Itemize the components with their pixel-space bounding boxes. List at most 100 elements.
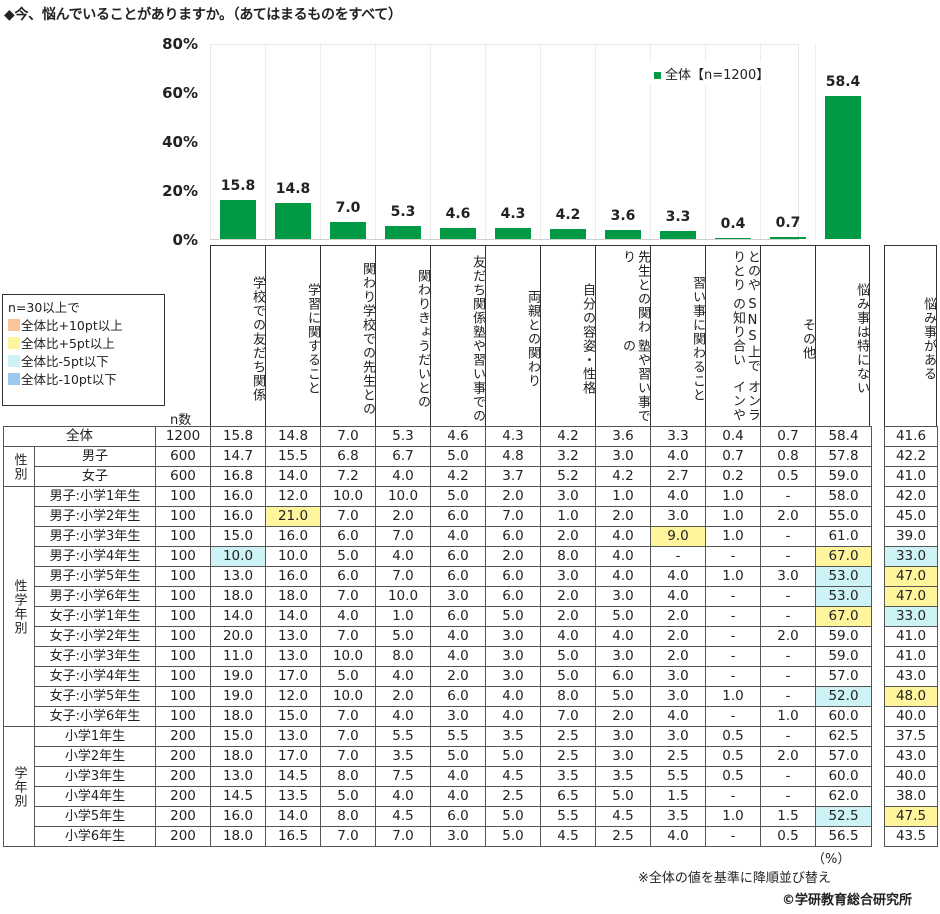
value-cell: 10.0 (375, 586, 431, 607)
value-cell: 4.0 (375, 666, 431, 687)
value-cell: 6.0 (430, 566, 486, 587)
value-cell: 19.0 (210, 686, 266, 707)
bar-value-label: 7.0 (335, 199, 361, 216)
value-cell: 1.0 (705, 686, 761, 707)
value-cell: 58.4 (815, 426, 872, 447)
value-cell: 5.0 (430, 446, 486, 467)
value-cell: 14.0 (210, 606, 266, 627)
value-cell: 13.0 (210, 766, 266, 787)
value-cell: - (760, 646, 816, 667)
n-count: 100 (155, 586, 211, 607)
value-cell: 4.0 (650, 486, 706, 507)
value-cell: 1.0 (705, 506, 761, 527)
grid-line (595, 45, 596, 239)
value-cell: 16.5 (265, 826, 321, 847)
value-cell: 3.0 (650, 506, 706, 527)
row-label: 男子:小学2年生 (34, 506, 156, 527)
value-cell: 52.5 (815, 806, 872, 827)
value-cell: 0.5 (760, 466, 816, 487)
side-value-cell: 33.0 (884, 546, 938, 567)
side-value-cell: 41.0 (884, 466, 938, 487)
table-row: 男子:小学5年生 100 13.0 16.0 6.0 7.0 6.0 6.0 3.0 4.0 4.0… (4, 566, 872, 587)
value-cell: 1.5 (650, 786, 706, 807)
table-row: 学年別 小学1年生 200 15.0 13.0 7.0 5.5 5.5 3.5 2.5 3.0 3.0… (3, 726, 872, 847)
value-cell: 20.0 (210, 626, 266, 647)
value-cell: - (760, 486, 816, 507)
value-cell: 59.0 (815, 466, 872, 487)
side-row: 37.5 (884, 726, 938, 747)
highlight-legend: n=30以上で 全体比+10pt以上 全体比+5pt以上 全体比-5pt以下 全体比-… (2, 294, 165, 406)
value-cell: 3.0 (540, 486, 596, 507)
value-cell: 18.0 (210, 586, 266, 607)
value-cell: 7.0 (320, 706, 376, 727)
side-value-cell: 43.0 (884, 666, 938, 687)
row-label: 男子:小学1年生 (34, 486, 156, 507)
side-value-cell: 40.0 (884, 766, 938, 787)
value-cell: 16.8 (210, 466, 266, 487)
value-cell: 0.5 (705, 766, 761, 787)
value-cell: 12.0 (265, 486, 321, 507)
value-cell: 5.0 (595, 606, 651, 627)
value-cell: 5.0 (375, 626, 431, 647)
side-value-cell: 43.0 (884, 746, 938, 767)
value-cell: 62.5 (815, 726, 872, 747)
bar (715, 237, 751, 239)
value-cell: - (705, 586, 761, 607)
value-cell: 1.0 (595, 486, 651, 507)
value-cell: 4.0 (540, 626, 596, 647)
column-header: その他 (760, 245, 815, 427)
value-cell: 14.0 (265, 806, 321, 827)
value-cell: 3.5 (485, 726, 541, 747)
value-cell: - (760, 606, 816, 627)
row-label: 全体 (3, 426, 156, 447)
value-cell: 2.0 (375, 686, 431, 707)
value-cell: 8.0 (540, 546, 596, 567)
color-swatch-icon (8, 337, 20, 349)
value-cell: 3.0 (430, 826, 486, 847)
row-label: 女子:小学6年生 (34, 706, 156, 727)
value-cell: 5.5 (375, 726, 431, 747)
value-cell: 14.5 (265, 766, 321, 787)
value-cell: 2.0 (760, 626, 816, 647)
n-count: 200 (155, 786, 211, 807)
table-row: 小学4年生 200 14.5 13.5 5.0 4.0 4.0 2.5 6.5 5.0 1.5- -6… (4, 786, 872, 807)
bar (605, 230, 641, 239)
grid-line (815, 45, 816, 239)
value-cell: 5.0 (540, 666, 596, 687)
side-value-cell: 39.0 (884, 526, 938, 547)
value-cell: - (705, 666, 761, 687)
value-cell: 15.0 (210, 526, 266, 547)
value-cell: 2.0 (760, 506, 816, 527)
value-cell: 10.0 (210, 546, 266, 567)
value-cell: 13.0 (265, 626, 321, 647)
value-cell: 2.0 (760, 746, 816, 767)
n-count: 100 (155, 526, 211, 547)
value-cell: 10.0 (320, 686, 376, 707)
n-count: 200 (155, 826, 211, 847)
table-row: 小学2年生 200 18.0 17.0 7.0 3.5 5.0 5.0 2.5 3.0 2.5 0.5… (4, 746, 872, 767)
value-cell: 3.0 (650, 686, 706, 707)
y-tick-label: 80% (162, 35, 198, 53)
value-cell: 2.0 (650, 626, 706, 647)
row-label: 女子:小学1年生 (34, 606, 156, 627)
table-row: 男子:小学3年生 100 15.0 16.0 6.0 7.0 4.0 6.0 2.0 4.0 9.0… (4, 526, 872, 547)
value-cell: 1.0 (705, 566, 761, 587)
value-cell: 9.0 (650, 526, 706, 547)
value-cell: 1.0 (705, 486, 761, 507)
value-cell: 5.0 (540, 646, 596, 667)
bar-value-label: 0.4 (720, 216, 746, 233)
value-cell: 4.0 (595, 546, 651, 567)
highlight-legend-heading: n=30以上で (8, 300, 80, 315)
value-cell: 2.0 (485, 546, 541, 567)
value-cell: 7.2 (320, 466, 376, 487)
grid-line (375, 45, 376, 239)
value-cell: 6.0 (320, 566, 376, 587)
value-cell: 0.5 (705, 746, 761, 767)
n-count: 200 (155, 806, 211, 827)
value-cell: - (760, 586, 816, 607)
n-count: 100 (155, 646, 211, 667)
grid-line (320, 45, 321, 239)
side-row: 40.0 (884, 766, 938, 787)
value-cell: 5.0 (430, 746, 486, 767)
value-cell: 14.0 (265, 466, 321, 487)
